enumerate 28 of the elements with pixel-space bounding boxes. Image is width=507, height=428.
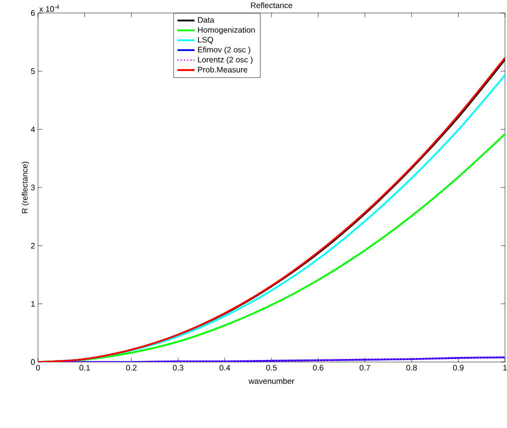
y-tick-label: 0 bbox=[30, 359, 35, 365]
text: x 10$^{-4}$ bbox=[39, 5, 60, 12]
y-tick-label: 4 bbox=[30, 126, 35, 132]
x-tick-label: 0.2 bbox=[126, 364, 137, 371]
x-tick-label: 0.9 bbox=[453, 364, 464, 371]
x-tick-label: 0.1 bbox=[79, 364, 90, 371]
y-tick-label: 5 bbox=[31, 68, 35, 74]
x-tick-label: 0.7 bbox=[360, 364, 370, 371]
legend-label: LSQ bbox=[198, 36, 214, 44]
x-tick-label: 1 bbox=[503, 364, 507, 370]
x-tick-label: 0.3 bbox=[172, 364, 184, 371]
legend-label: Lorentz (2 osc ) bbox=[198, 56, 252, 64]
x-tick-label: 0.6 bbox=[312, 364, 324, 371]
y-axis-title: R (reflectance) bbox=[22, 162, 30, 214]
legend-label: Prob.Measure bbox=[198, 66, 248, 72]
y-tick-label: 1 bbox=[31, 301, 35, 307]
x-tick-label: 0 bbox=[36, 364, 40, 371]
legend-label: Homogenization bbox=[198, 26, 255, 34]
x-tick-label: 0.5 bbox=[266, 364, 277, 371]
x-tick-label: 0.8 bbox=[406, 364, 417, 371]
y-tick-label: 6 bbox=[31, 10, 35, 16]
x-tick-label: 0.4 bbox=[220, 364, 230, 371]
y-tick-label: 2 bbox=[31, 242, 35, 248]
legend-label: Data bbox=[198, 17, 214, 23]
x-axis-title: wavenumber bbox=[248, 378, 294, 384]
chart-title: Reflectance bbox=[251, 2, 292, 8]
y-tick-label: 3 bbox=[30, 184, 35, 190]
legend-label: Efimov (2 osc ) bbox=[198, 46, 250, 54]
